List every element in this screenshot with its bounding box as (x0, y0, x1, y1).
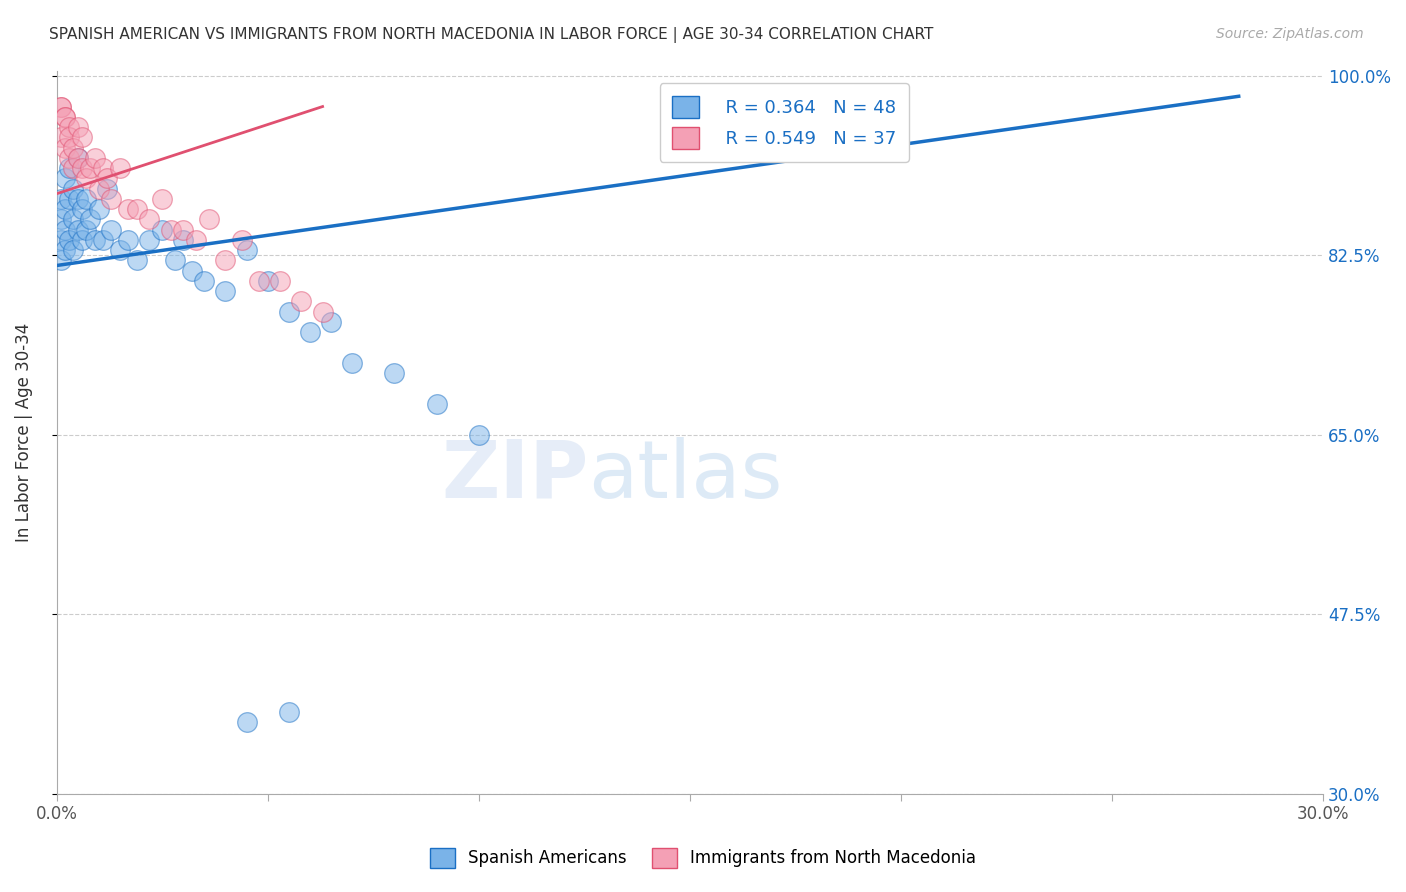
Point (184, 233, 207, 247)
Point (66, 192, 89, 206)
Point (150, 222, 173, 236)
Point (100, 192, 122, 206)
Point (53, 110, 76, 124)
Point (197, 212, 219, 227)
Point (87, 202, 110, 216)
Point (79, 161, 101, 175)
Point (125, 202, 148, 216)
Point (62, 181, 84, 195)
Point (382, 366, 405, 380)
Point (66, 120, 89, 134)
Point (172, 233, 194, 247)
Point (53, 202, 76, 216)
Point (468, 427, 491, 442)
Point (62, 243, 84, 257)
Point (96, 171, 118, 186)
Point (49, 212, 72, 227)
Point (53, 243, 76, 257)
Point (311, 304, 333, 318)
Point (49, 192, 72, 206)
Point (108, 243, 131, 257)
Text: ZIP: ZIP (441, 436, 589, 515)
Point (58, 233, 80, 247)
Point (277, 705, 299, 719)
Point (58, 120, 80, 134)
Point (62, 140, 84, 154)
Point (49, 99, 72, 113)
Point (91, 233, 114, 247)
Point (235, 714, 257, 729)
Point (163, 253, 186, 268)
Point (426, 397, 449, 411)
Point (75, 171, 97, 186)
Point (70, 130, 93, 145)
Point (159, 222, 181, 236)
Text: atlas: atlas (589, 436, 783, 515)
Point (138, 233, 160, 247)
Point (66, 151, 89, 165)
Point (108, 161, 131, 175)
Point (298, 325, 321, 339)
Point (79, 212, 101, 227)
Point (193, 274, 215, 288)
Text: Source: ZipAtlas.com: Source: ZipAtlas.com (1216, 27, 1364, 41)
Point (58, 151, 80, 165)
Point (214, 284, 236, 298)
Point (319, 315, 342, 329)
Point (269, 274, 291, 288)
Point (83, 151, 105, 165)
Point (49, 99, 72, 113)
Point (75, 222, 97, 236)
Point (138, 212, 160, 227)
Point (58, 130, 80, 145)
Point (49, 233, 72, 247)
Point (62, 212, 84, 227)
Point (100, 222, 122, 236)
Point (70, 202, 93, 216)
Point (247, 274, 270, 288)
Point (58, 161, 80, 175)
Point (91, 161, 114, 175)
Legend:   R = 0.364   N = 48,   R = 0.549   N = 37: R = 0.364 N = 48, R = 0.549 N = 37 (659, 83, 908, 161)
Point (75, 192, 97, 206)
Y-axis label: In Labor Force | Age 30-34: In Labor Force | Age 30-34 (15, 323, 32, 541)
Point (53, 140, 76, 154)
Point (62, 161, 84, 175)
Point (53, 110, 76, 124)
Point (340, 356, 363, 370)
Point (53, 222, 76, 236)
Point (290, 294, 312, 309)
Point (214, 253, 236, 268)
Point (83, 233, 105, 247)
Point (49, 253, 72, 268)
Point (231, 233, 253, 247)
Point (58, 192, 80, 206)
Point (117, 233, 139, 247)
Point (87, 181, 110, 195)
Point (180, 263, 202, 277)
Point (277, 304, 299, 318)
Point (70, 161, 93, 175)
Point (235, 243, 257, 257)
Legend: Spanish Americans, Immigrants from North Macedonia: Spanish Americans, Immigrants from North… (423, 841, 983, 875)
Point (66, 222, 89, 236)
Point (53, 171, 76, 186)
Point (125, 253, 148, 268)
Point (49, 130, 72, 145)
Point (117, 202, 139, 216)
Point (70, 233, 93, 247)
Point (150, 192, 173, 206)
Text: SPANISH AMERICAN VS IMMIGRANTS FROM NORTH MACEDONIA IN LABOR FORCE | AGE 30-34 C: SPANISH AMERICAN VS IMMIGRANTS FROM NORT… (49, 27, 934, 43)
Point (96, 181, 118, 195)
Point (256, 274, 278, 288)
Point (172, 222, 194, 236)
Point (66, 151, 89, 165)
